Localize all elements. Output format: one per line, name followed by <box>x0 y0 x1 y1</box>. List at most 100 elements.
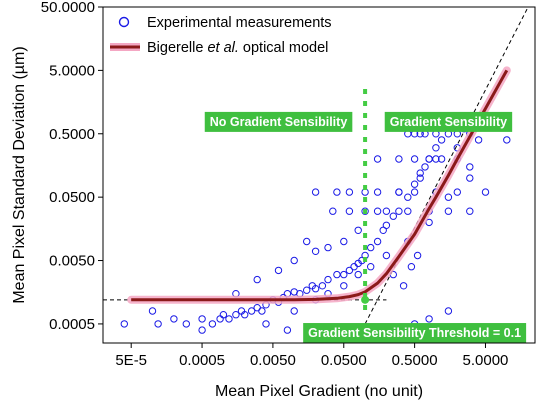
data-point <box>340 237 348 246</box>
data-point <box>262 320 270 328</box>
data-point <box>373 207 382 215</box>
data-point <box>345 266 354 275</box>
y-tick-label: 0.0005 <box>49 316 95 333</box>
data-point <box>382 221 391 230</box>
data-point <box>350 263 358 271</box>
x-tick-label: 5E-5 <box>115 352 147 369</box>
data-point <box>274 266 283 275</box>
data-point <box>382 251 391 260</box>
data-point <box>399 282 408 290</box>
data-point <box>382 207 391 215</box>
data-point <box>410 180 419 188</box>
data-point <box>437 136 446 144</box>
data-point <box>148 307 157 315</box>
annotation-box <box>384 111 513 132</box>
data-point <box>333 270 341 279</box>
legend: Experimental measurements Bigerelle et al… <box>110 15 332 56</box>
x-tick-label: 0.0050 <box>250 352 296 369</box>
data-point <box>324 243 332 252</box>
data-point <box>303 286 311 294</box>
data-point <box>324 275 332 284</box>
data-point <box>253 275 261 284</box>
legend-label-scatter: Experimental measurements <box>147 15 332 31</box>
data-point <box>216 315 224 323</box>
data-point <box>219 311 228 319</box>
data-point <box>258 307 266 315</box>
data-point <box>481 188 490 196</box>
y-axis-ticks: 0.0005 0.0050 0.0500 0.5000 5.0000 50.0000 <box>41 0 103 333</box>
model-line <box>131 69 509 302</box>
x-tick-label: 5.0000 <box>463 352 509 369</box>
legend-label-part: Bigerelle <box>147 40 207 56</box>
data-point <box>395 207 403 215</box>
data-point <box>444 307 453 315</box>
data-point <box>404 193 412 201</box>
y-axis-title: Mean Pixel Standard Deviation (µm) <box>11 46 28 303</box>
threshold-marker <box>361 295 370 304</box>
data-point <box>154 320 162 328</box>
data-point <box>373 155 382 163</box>
data-point <box>290 307 298 315</box>
model-line-layer <box>103 6 529 325</box>
data-point <box>340 270 348 279</box>
y-tick-label: 0.5000 <box>49 126 95 143</box>
plot-frame <box>102 6 536 344</box>
data-point <box>410 155 419 163</box>
data-point <box>395 155 403 163</box>
data-point <box>198 315 206 323</box>
annotation-box <box>303 323 527 344</box>
annotation-box <box>204 111 353 132</box>
data-point <box>247 307 256 315</box>
legend-marker-scatter <box>118 16 130 28</box>
x-tick-label: 0.0500 <box>321 352 367 369</box>
data-point <box>345 188 354 196</box>
data-point <box>444 193 453 201</box>
data-point <box>503 136 511 144</box>
data-point <box>225 315 233 323</box>
data-point <box>367 263 375 271</box>
data-point <box>410 188 419 196</box>
data-point <box>453 188 461 196</box>
data-point <box>466 163 474 171</box>
legend-label-model: Bigerelle et al. optical model <box>147 40 328 56</box>
asymptote-line <box>364 6 529 325</box>
data-point <box>120 320 129 328</box>
annotation-text: Gradient Sensibility <box>390 115 507 129</box>
data-point <box>416 174 424 182</box>
data-point <box>389 212 397 220</box>
data-point <box>354 270 362 279</box>
annotation-no-gradient: No Gradient Sensibility <box>204 111 353 132</box>
annotation-text: No Gradient Sensibility <box>210 115 348 129</box>
data-point <box>241 311 249 319</box>
annotation-gradient: Gradient Sensibility <box>384 111 513 132</box>
data-point <box>283 326 292 334</box>
x-axis-title: Mean Pixel Gradient (no unit) <box>215 383 423 400</box>
x-axis-ticks: 5E-5 0.0005 0.0050 0.0500 0.5000 5.0000 <box>115 343 508 369</box>
data-point <box>311 247 320 256</box>
data-point <box>253 304 261 312</box>
data-point <box>474 136 483 144</box>
data-point <box>444 207 453 215</box>
data-point <box>208 320 217 328</box>
data-point <box>345 207 354 215</box>
data-point <box>425 315 433 323</box>
data-point <box>395 188 403 196</box>
x-tick-label: 0.0005 <box>179 352 225 369</box>
y-tick-label: 50.0000 <box>41 0 95 16</box>
data-point <box>425 218 433 227</box>
data-point <box>329 207 337 215</box>
data-point <box>232 311 240 319</box>
legend-label-part: optical model <box>239 40 328 56</box>
data-point <box>407 263 416 271</box>
data-point <box>318 282 327 290</box>
data-point <box>182 320 191 328</box>
data-point <box>198 326 206 334</box>
data-point <box>404 207 412 215</box>
data-point <box>413 251 422 260</box>
data-point <box>311 285 320 293</box>
annotation-text: Gradient Sensibility Threshold = 0.1 <box>308 326 521 340</box>
data-point <box>416 169 424 177</box>
data-point <box>333 188 341 196</box>
data-point <box>466 207 474 215</box>
